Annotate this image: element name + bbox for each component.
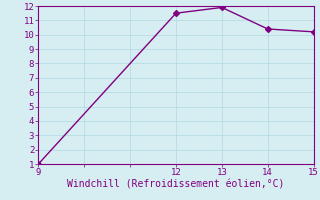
X-axis label: Windchill (Refroidissement éolien,°C): Windchill (Refroidissement éolien,°C) [67,180,285,190]
